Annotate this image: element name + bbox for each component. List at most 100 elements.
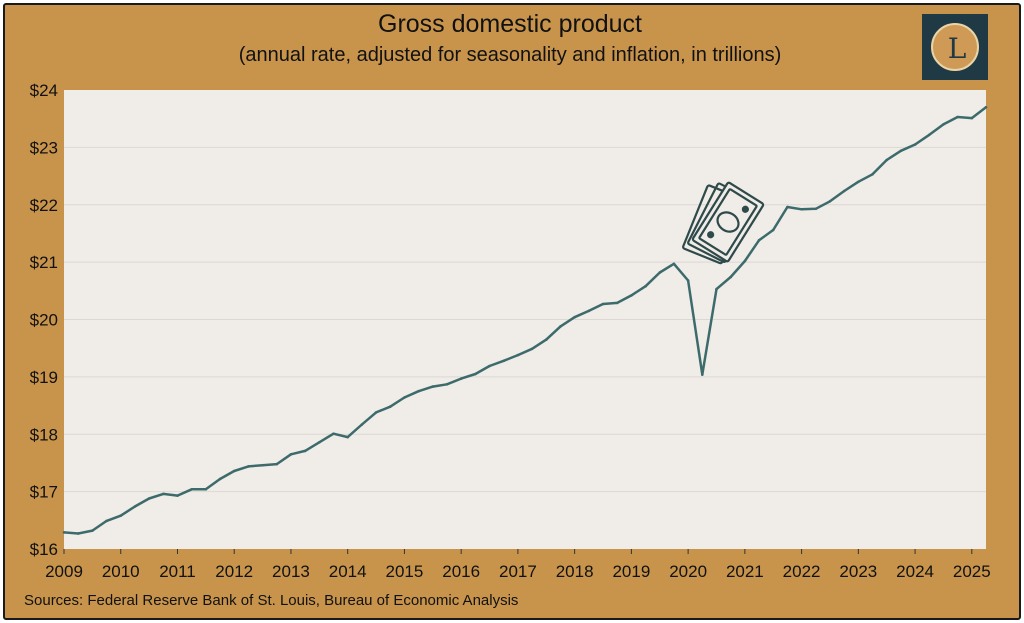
x-tick-label: 2023 xyxy=(839,562,877,581)
data-point xyxy=(374,411,378,414)
data-point xyxy=(218,477,222,481)
x-axis-ticks: 2009 2010 2011 2012 2013 2014 2015 2016 2017 2018… xyxy=(45,549,991,581)
data-point xyxy=(318,441,321,444)
chart-subtitle: (annual rate, adjusted for seasonality a… xyxy=(238,44,782,66)
source-note: Sources: Federal Reserve Bank of St. Lou… xyxy=(24,592,519,609)
x-tick-label: 2018 xyxy=(556,562,594,581)
data-point xyxy=(672,262,676,266)
money-bills-icon xyxy=(682,181,765,265)
gridlines xyxy=(64,146,986,493)
data-point xyxy=(488,364,491,368)
x-tick-label: 2014 xyxy=(329,562,367,581)
logo: L xyxy=(922,14,988,80)
data-point xyxy=(459,377,463,380)
data-point xyxy=(757,239,761,242)
data-point xyxy=(162,492,165,496)
data-point xyxy=(332,432,335,436)
data-point xyxy=(247,465,250,468)
x-tick-label: 2012 xyxy=(215,562,253,581)
y-tick-label: $20 xyxy=(30,311,58,330)
data-point xyxy=(275,462,279,466)
data-point xyxy=(204,488,208,491)
data-point xyxy=(573,315,576,319)
data-point xyxy=(119,514,122,517)
series-line-gdp xyxy=(63,106,987,535)
data-point xyxy=(630,294,633,297)
data-point xyxy=(913,143,917,146)
data-point xyxy=(970,116,974,120)
x-tick-label: 2024 xyxy=(896,562,934,581)
y-tick-label: $24 xyxy=(30,81,58,100)
data-point xyxy=(601,302,605,306)
x-tick-label: 2010 xyxy=(102,562,140,581)
data-point xyxy=(502,359,506,363)
data-point xyxy=(871,173,874,176)
data-point xyxy=(62,531,66,534)
x-tick-label: 2015 xyxy=(386,562,424,581)
data-point xyxy=(91,529,94,532)
data-point xyxy=(857,180,860,184)
y-tick-label: $21 xyxy=(30,253,58,272)
data-point xyxy=(701,373,704,376)
y-tick-label: $16 xyxy=(30,540,58,559)
data-point xyxy=(658,271,662,274)
data-point xyxy=(261,463,264,467)
data-point xyxy=(956,115,959,119)
data-point xyxy=(232,469,236,473)
data-point xyxy=(942,123,945,126)
data-point xyxy=(984,105,988,109)
x-tick-label: 2011 xyxy=(159,562,196,581)
logo-circle: L xyxy=(931,23,979,71)
data-point xyxy=(545,338,548,341)
data-points xyxy=(62,105,988,535)
data-point xyxy=(445,383,449,386)
x-tick-label: 2013 xyxy=(272,562,310,581)
data-point xyxy=(105,519,108,523)
x-tick-label: 2017 xyxy=(499,562,537,581)
data-point xyxy=(388,405,392,409)
data-point xyxy=(587,309,591,313)
data-point xyxy=(729,275,732,279)
data-point xyxy=(559,325,562,328)
data-point xyxy=(899,149,903,153)
data-point xyxy=(644,284,647,288)
data-point xyxy=(147,497,151,500)
x-tick-label: 2016 xyxy=(442,562,480,581)
data-point xyxy=(800,208,803,211)
data-point xyxy=(76,532,80,535)
data-point xyxy=(360,423,364,426)
data-point xyxy=(771,228,775,232)
chart-title: Gross domestic product xyxy=(378,10,642,38)
data-point xyxy=(417,389,420,393)
logo-letter: L xyxy=(947,32,967,65)
y-tick-label: $17 xyxy=(30,483,58,502)
y-axis-ticks: $16 $17 $18 $19 $20 $21 $22 $23 $24 xyxy=(30,81,58,559)
y-tick-label: $18 xyxy=(30,425,58,444)
data-point xyxy=(190,488,193,491)
x-tick-label: 2019 xyxy=(612,562,650,581)
data-point xyxy=(686,279,690,282)
data-point xyxy=(403,396,406,399)
data-point xyxy=(474,372,477,376)
y-tick-label: $22 xyxy=(30,196,58,215)
data-point xyxy=(346,435,350,439)
data-point xyxy=(814,207,818,211)
data-point xyxy=(530,347,534,351)
data-point xyxy=(786,205,789,209)
data-point xyxy=(431,385,435,388)
y-tick-label: $19 xyxy=(30,368,58,387)
data-point xyxy=(885,158,888,162)
data-point xyxy=(715,287,718,291)
data-point xyxy=(928,133,931,137)
data-point xyxy=(615,301,619,305)
data-point xyxy=(828,200,832,203)
x-tick-label: 2020 xyxy=(669,562,707,581)
data-point xyxy=(842,189,846,193)
data-point xyxy=(516,353,520,357)
x-tick-label: 2022 xyxy=(783,562,821,581)
data-point xyxy=(289,453,293,456)
data-point xyxy=(133,505,137,508)
data-point xyxy=(743,259,747,263)
y-tick-label: $23 xyxy=(30,138,58,157)
